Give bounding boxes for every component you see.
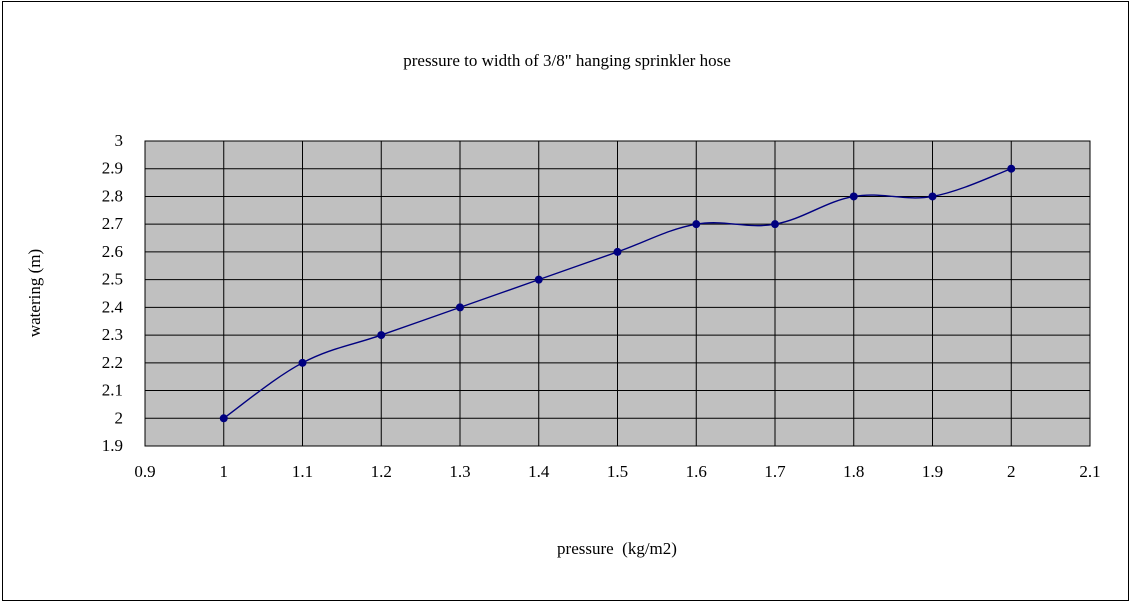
x-tick-label: 2 — [1007, 462, 1016, 481]
y-tick-label: 3 — [115, 131, 124, 150]
y-tick-label: 2.6 — [102, 242, 123, 261]
y-tick-label: 1.9 — [102, 436, 123, 455]
y-tick-label: 2.9 — [102, 159, 123, 178]
x-tick-label: 0.9 — [134, 462, 155, 481]
data-point — [534, 275, 543, 284]
chart-title: pressure to width of 3/8" hanging sprink… — [403, 51, 731, 70]
data-point — [1007, 164, 1016, 173]
y-tick-label: 2.5 — [102, 270, 123, 289]
y-axis-label: watering (m) — [25, 249, 44, 337]
y-tick-label: 2.3 — [102, 325, 123, 344]
data-point — [298, 358, 307, 367]
x-tick-label: 1.7 — [764, 462, 786, 481]
y-tick-label: 2.7 — [102, 214, 124, 233]
x-tick-label: 1.1 — [292, 462, 313, 481]
x-axis-label: pressure (kg/m2) — [557, 539, 677, 558]
data-point — [219, 414, 228, 423]
data-point — [377, 331, 386, 340]
y-tick-label: 2.2 — [102, 353, 123, 372]
y-tick-label: 2 — [115, 408, 124, 427]
data-point — [849, 192, 858, 201]
x-tick-label: 1.5 — [607, 462, 628, 481]
y-tick-label: 2.4 — [102, 297, 124, 316]
data-points — [219, 164, 1016, 423]
x-tick-label: 1.6 — [686, 462, 707, 481]
x-tick-label: 1.2 — [371, 462, 392, 481]
x-tick-label: 1.4 — [528, 462, 550, 481]
data-point — [456, 303, 464, 312]
y-tick-label: 2.8 — [102, 186, 123, 205]
y-axis-ticks: 3 2.9 2.8 2.7 2.6 2.5 2.4 2.3 2.2 2.1 2 1.9 — [102, 131, 124, 455]
x-tick-label: 1.3 — [449, 462, 470, 481]
data-point — [928, 192, 937, 201]
data-point — [613, 247, 622, 256]
x-tick-label: 2.1 — [1079, 462, 1100, 481]
x-tick-label: 1.8 — [843, 462, 864, 481]
y-tick-label: 2.1 — [102, 381, 123, 400]
data-point — [692, 220, 701, 229]
data-point — [771, 220, 779, 229]
x-tick-label: 1 — [220, 462, 229, 481]
x-tick-label: 1.9 — [922, 462, 943, 481]
x-axis-ticks: 0.9 1 1.1 1.2 1.3 1.4 1.5 1.6 1.7 1.8 1.9 2 2.1 — [134, 462, 1100, 481]
